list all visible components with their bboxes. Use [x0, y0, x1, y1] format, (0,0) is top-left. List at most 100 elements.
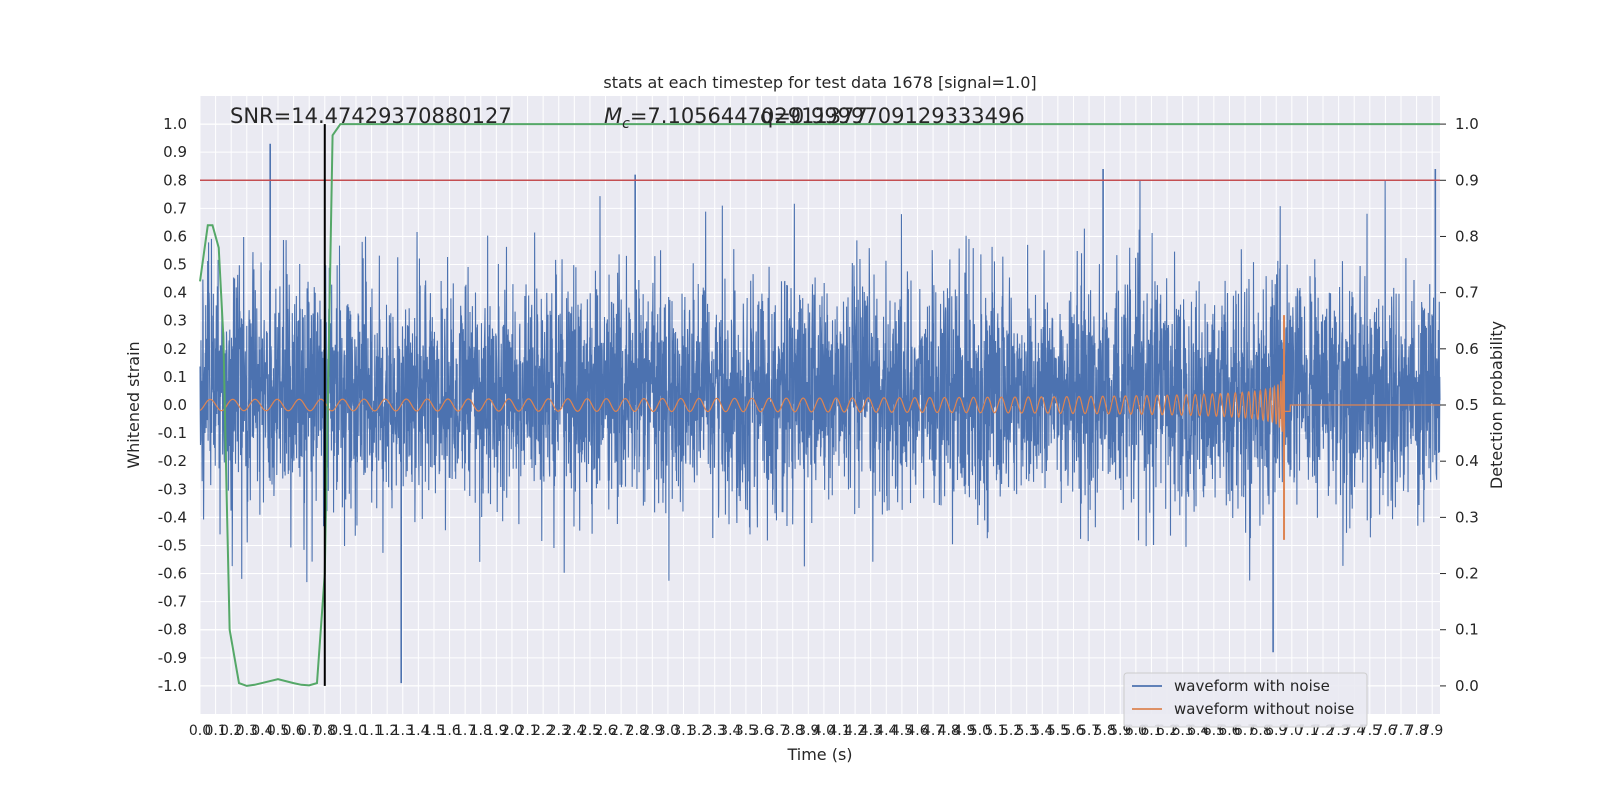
- x-tick-label: 2.3: [548, 723, 570, 739]
- legend: waveform with noise waveform without noi…: [1123, 672, 1368, 728]
- x-tick-label: 4.7: [922, 723, 944, 739]
- x-tick-label: 7.7: [1390, 723, 1412, 739]
- x-tick-label: 1.5: [423, 723, 445, 739]
- right-axis-ticks: 0.0 0.1 0.2 0.3 0.4 0.5 0.6 0.7 0.8 0.9 1.0: [1440, 115, 1479, 695]
- x-tick-label: 4.3: [860, 723, 882, 739]
- x-tick-label: 3.8: [782, 723, 804, 739]
- x-tick-label: 0.1: [204, 723, 226, 739]
- y2-tick-label: 0.3: [1455, 508, 1479, 526]
- x-tick-label: 4.0: [813, 723, 835, 739]
- y-tick-label: -0.9: [158, 649, 187, 667]
- x-tick-label: 2.7: [610, 723, 632, 739]
- left-axis-ticks: -1.0 -0.9 -0.8 -0.7 -0.6 -0.5 -0.4 -0.3 -0.2 -0.1…: [158, 115, 187, 695]
- y-tick-label: 0.0: [163, 396, 187, 414]
- y-axis-label: Whitened strain: [124, 341, 143, 468]
- x-tick-label: 1.8: [470, 723, 492, 739]
- x-tick-label: 4.4: [875, 723, 897, 739]
- y-tick-label: -0.8: [158, 621, 187, 639]
- chirp-mass-annotation: Mc=7.105644702911377: [604, 104, 868, 132]
- snr-annotation: SNR=14.47429370880127: [230, 104, 512, 128]
- chirp-mass-subscript: c: [622, 116, 630, 132]
- y2-tick-label: 0.7: [1455, 284, 1479, 302]
- x-tick-label: 5.8: [1094, 723, 1116, 739]
- y-tick-label: -0.6: [158, 565, 187, 583]
- y-tick-label: 0.1: [163, 368, 187, 386]
- x-tick-label: 0.6: [282, 723, 304, 739]
- x-tick-label: 2.0: [501, 723, 523, 739]
- x-axis-label: Time (s): [786, 745, 852, 764]
- legend-label-noise: waveform with noise: [1174, 677, 1330, 695]
- x-tick-label: 1.4: [407, 723, 429, 739]
- x-tick-label: 4.6: [906, 723, 928, 739]
- x-tick-label: 2.6: [594, 723, 616, 739]
- x-tick-label: 1.9: [485, 723, 507, 739]
- y-tick-label: -0.2: [158, 452, 187, 470]
- x-axis-ticks: 0.00.10.20.30.40.50.60.70.80.91.01.11.21…: [189, 723, 1443, 739]
- y-tick-label: 1.0: [163, 115, 187, 133]
- x-tick-label: 2.9: [641, 723, 663, 739]
- y-tick-label: -1.0: [158, 677, 187, 695]
- x-tick-label: 3.1: [672, 723, 694, 739]
- y2-tick-label: 0.9: [1455, 171, 1479, 189]
- y-tick-label: 0.8: [163, 171, 187, 189]
- x-tick-label: 0.9: [329, 723, 351, 739]
- clean-waveform-path: [199, 374, 1440, 432]
- x-tick-label: 2.5: [579, 723, 601, 739]
- x-tick-label: 3.4: [719, 723, 741, 739]
- x-tick-label: 5.4: [1031, 723, 1053, 739]
- x-tick-label: 5.5: [1047, 723, 1069, 739]
- x-tick-label: 7.9: [1421, 723, 1443, 739]
- y2-tick-label: 0.8: [1455, 227, 1479, 245]
- x-tick-label: 2.1: [516, 723, 538, 739]
- x-tick-label: 5.1: [984, 723, 1006, 739]
- chart-title: stats at each timestep for test data 167…: [603, 73, 1036, 92]
- y2-tick-label: 1.0: [1455, 115, 1479, 133]
- y-tick-label: -0.1: [158, 424, 187, 442]
- y-tick-label: 0.9: [163, 143, 187, 161]
- noise-waveform-line: [199, 143, 1441, 684]
- x-tick-label: 3.3: [704, 723, 726, 739]
- y2-tick-label: 0.1: [1455, 621, 1479, 639]
- x-tick-label: 1.1: [360, 723, 382, 739]
- x-tick-label: 3.0: [657, 723, 679, 739]
- x-tick-label: 4.8: [938, 723, 960, 739]
- chirp-mass-value: =7.105644702911377: [630, 104, 868, 128]
- x-tick-label: 7.8: [1405, 723, 1427, 739]
- y-tick-label: -0.4: [158, 508, 187, 526]
- clean-waveform-line: [199, 315, 1440, 540]
- x-tick-label: 2.4: [563, 723, 585, 739]
- legend-label-clean: waveform without noise: [1174, 700, 1354, 718]
- x-tick-label: 1.3: [392, 723, 414, 739]
- y-tick-label: 0.5: [163, 256, 187, 274]
- y-tick-label: 0.4: [163, 284, 187, 302]
- x-tick-label: 0.2: [220, 723, 242, 739]
- x-tick-label: 1.0: [345, 723, 367, 739]
- x-tick-label: 4.5: [891, 723, 913, 739]
- x-tick-label: 7.6: [1374, 723, 1396, 739]
- x-tick-label: 1.7: [454, 723, 476, 739]
- y-tick-label: -0.7: [158, 593, 187, 611]
- x-tick-label: 0.8: [314, 723, 336, 739]
- legend-box: [1123, 672, 1368, 728]
- x-tick-label: 5.3: [1016, 723, 1038, 739]
- x-tick-label: 3.5: [735, 723, 757, 739]
- x-tick-label: 5.0: [969, 723, 991, 739]
- y2-tick-label: 0.4: [1455, 452, 1479, 470]
- x-tick-label: 1.2: [376, 723, 398, 739]
- x-tick-label: 4.9: [953, 723, 975, 739]
- x-tick-label: 0.4: [251, 723, 273, 739]
- x-tick-label: 5.6: [1062, 723, 1084, 739]
- y-tick-label: 0.7: [163, 199, 187, 217]
- x-tick-label: 4.2: [844, 723, 866, 739]
- y2-tick-label: 0.0: [1455, 677, 1479, 695]
- y-tick-label: 0.2: [163, 340, 187, 358]
- x-tick-label: 0.3: [236, 723, 258, 739]
- y2-tick-label: 0.6: [1455, 340, 1479, 358]
- x-tick-label: 0.5: [267, 723, 289, 739]
- x-tick-label: 5.2: [1000, 723, 1022, 739]
- x-tick-label: 3.9: [797, 723, 819, 739]
- y2-tick-label: 0.5: [1455, 396, 1479, 414]
- x-tick-label: 3.2: [688, 723, 710, 739]
- x-tick-label: 1.6: [438, 723, 460, 739]
